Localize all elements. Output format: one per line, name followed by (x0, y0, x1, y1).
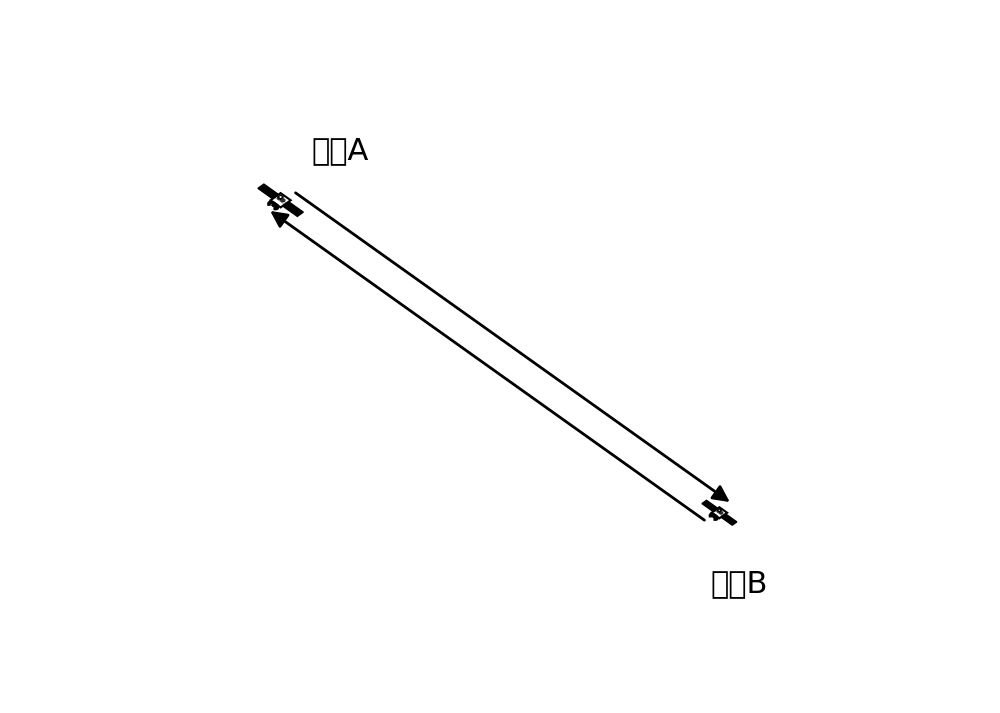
Polygon shape (278, 195, 283, 199)
Circle shape (719, 512, 723, 514)
Polygon shape (712, 507, 727, 518)
Circle shape (717, 510, 720, 512)
Polygon shape (721, 514, 737, 525)
Text: 卫星A: 卫星A (312, 136, 369, 165)
Polygon shape (702, 501, 718, 512)
Circle shape (278, 197, 282, 200)
Polygon shape (717, 509, 722, 512)
Polygon shape (283, 202, 303, 217)
Circle shape (281, 199, 285, 202)
Polygon shape (258, 184, 279, 199)
Text: 卫星B: 卫星B (711, 569, 768, 598)
Polygon shape (271, 193, 291, 207)
